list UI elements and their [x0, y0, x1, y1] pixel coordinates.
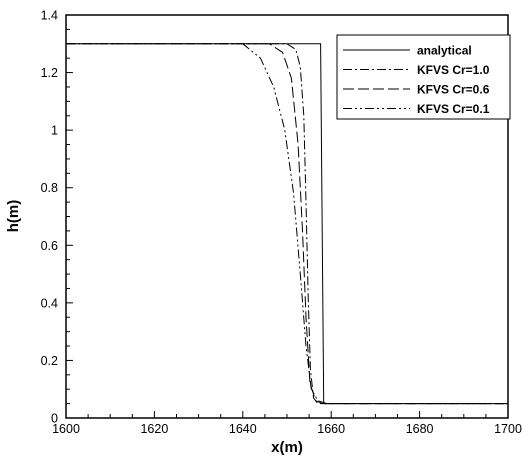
- x-tick-label: 1660: [317, 422, 345, 436]
- x-axis-title: x(m): [271, 439, 303, 456]
- x-ticks: 1600 1620 1640 1660 1680 1700: [52, 411, 522, 436]
- legend-items: analytical KFVS Cr=1.0 KFVS Cr=0.6 KFVS Cr=…: [343, 44, 490, 116]
- x-tick-label: 1700: [494, 422, 522, 436]
- legend-label: analytical: [417, 44, 472, 58]
- series-layer: [66, 43, 508, 405]
- y-tick-label: 0.2: [41, 354, 58, 368]
- series-line-kfvs-cr-1-0: [66, 43, 508, 405]
- legend-label: KFVS Cr=1.0: [417, 63, 490, 77]
- legend-label: KFVS Cr=0.6: [417, 83, 490, 97]
- series-line-kfvs-cr-0-6: [66, 43, 508, 405]
- y-ticks: 0 0.2 0.4 0.6 0.8 1 1.2 1.4: [41, 9, 73, 426]
- y-tick-label: 1.2: [41, 66, 58, 80]
- series-line-kfvs-cr-0-1: [66, 43, 508, 405]
- legend-box: [336, 34, 511, 120]
- legend: analytical KFVS Cr=1.0 KFVS Cr=0.6 KFVS Cr=…: [336, 34, 511, 120]
- y-tick-label: 0.8: [41, 181, 58, 195]
- y-axis-title: h(m): [5, 200, 22, 233]
- legend-label: KFVS Cr=0.1: [417, 102, 490, 116]
- y-tick-label: 0: [51, 412, 58, 426]
- x-tick-label: 1620: [140, 422, 168, 436]
- x-tick-label: 1680: [406, 422, 434, 436]
- x-tick-label: 1600: [52, 422, 80, 436]
- y-tick-label: 0.6: [41, 239, 58, 253]
- y-tick-label: 1.4: [41, 9, 58, 23]
- y-tick-label: 0.4: [41, 296, 58, 310]
- x-tick-label: 1640: [229, 422, 257, 436]
- y-tick-label: 1: [51, 124, 58, 138]
